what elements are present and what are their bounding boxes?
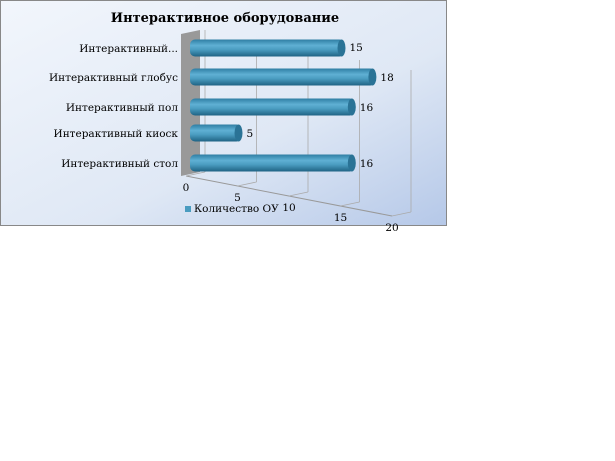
floor-gridline [340, 201, 360, 207]
bar [190, 124, 242, 142]
floor-gridline [288, 191, 309, 197]
bar [190, 68, 376, 86]
category-label: Интерактивный киоск [54, 128, 179, 140]
bar [190, 39, 345, 57]
x-tick-label: 5 [234, 192, 241, 204]
x-tick-label: 0 [183, 182, 190, 194]
floor-gridline [237, 181, 257, 187]
x-tick-label: 20 [385, 222, 398, 234]
legend-label: Количество ОУ [194, 203, 279, 215]
floor-gridline [185, 171, 206, 177]
bar [190, 154, 355, 172]
legend-swatch [185, 206, 191, 212]
bar-cap [368, 68, 377, 86]
chart-title: Интерактивное оборудование [111, 11, 339, 26]
x-tick-label: 15 [334, 212, 347, 224]
bar-cap [234, 124, 243, 142]
data-label: 5 [247, 128, 254, 140]
floor-gridline [391, 211, 412, 217]
category-label: Интерактивный... [79, 43, 178, 55]
data-label: 16 [360, 102, 374, 114]
category-label: Интерактивный стол [61, 158, 178, 170]
bar-cap [347, 154, 356, 172]
data-label: 15 [350, 42, 363, 54]
category-label: Интерактивный пол [66, 102, 178, 114]
data-label: 16 [360, 158, 374, 170]
bar [190, 98, 355, 116]
bar-cap [347, 98, 356, 116]
x-tick-label: 10 [282, 202, 295, 214]
category-label: Интерактивный глобус [49, 72, 178, 84]
bar-cap [337, 39, 346, 57]
data-label: 18 [380, 72, 393, 84]
